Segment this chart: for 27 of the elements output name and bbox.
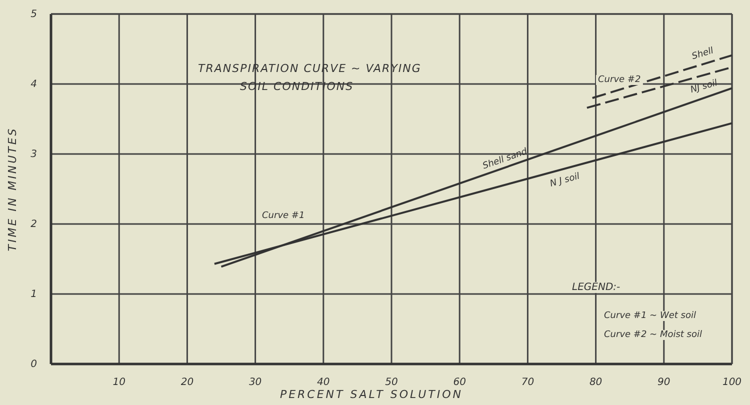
x-tick-label: 40	[317, 377, 330, 388]
x-tick-label: 30	[248, 377, 262, 388]
y-tick-label: 0	[30, 359, 37, 370]
annotation: Curve #1 ~ Wet soil	[604, 311, 696, 321]
x-tick-label: 10	[112, 377, 126, 388]
annotation: Curve #1	[262, 211, 305, 221]
y-tick-label: 1	[30, 289, 37, 300]
annotation: LEGEND:-	[572, 282, 621, 293]
text: Shell sand	[482, 146, 529, 172]
x-tick-label: 50	[385, 377, 398, 388]
annotation: Curve #2 ~ Moist soil	[604, 330, 702, 340]
y-axis-title: TIME IN MINUTES	[6, 126, 19, 252]
x-tick-label: 90	[658, 377, 670, 388]
y-tick-label: 4	[30, 79, 37, 90]
x-tick-label: 70	[521, 377, 534, 388]
x-tick-label: 60	[453, 377, 466, 388]
text: N J soil	[549, 172, 582, 190]
annotation: Curve #2	[598, 75, 641, 85]
x-tick-label: 80	[589, 377, 602, 388]
y-tick-label: 2	[30, 219, 37, 230]
y-tick-label: 3	[30, 149, 37, 160]
x-tick-label: 100	[722, 377, 742, 388]
text: Shell	[690, 46, 716, 62]
text: NJ soil	[690, 78, 720, 96]
y-tick-label: 5	[30, 9, 37, 20]
x-axis-title: PERCENT SALT SOLUTION	[280, 388, 464, 401]
x-tick-label: 20	[180, 377, 194, 388]
